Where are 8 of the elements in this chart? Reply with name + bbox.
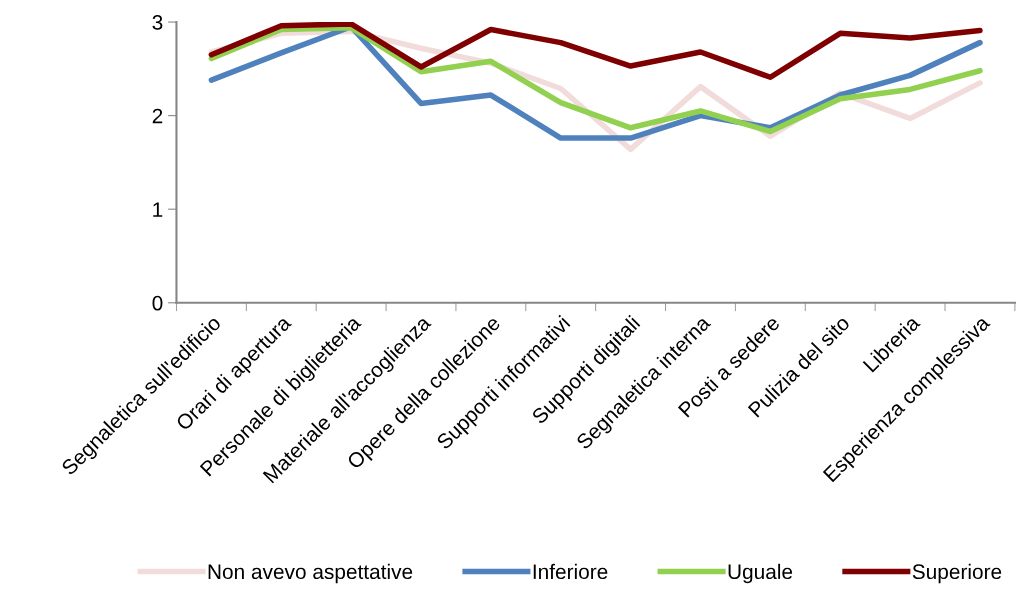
y-tick-label: 2 xyxy=(152,108,163,124)
y-tick-label: 0 xyxy=(152,295,163,311)
legend-label: Non avevo aspettative xyxy=(208,563,413,584)
legend-label: Uguale xyxy=(728,563,793,584)
y-tick-label: 3 xyxy=(152,15,163,30)
y-tick-label: 1 xyxy=(153,202,163,217)
legend-label: Superiore xyxy=(912,563,1002,584)
legend-label: Inferiore xyxy=(533,563,608,580)
